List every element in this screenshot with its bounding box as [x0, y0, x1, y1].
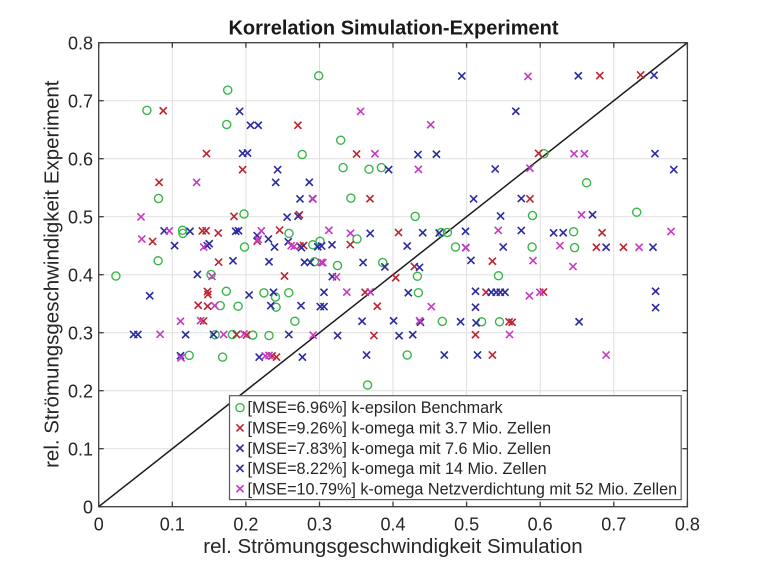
svg-text:0.4: 0.4 [380, 514, 405, 534]
svg-text:0.8: 0.8 [68, 33, 93, 53]
svg-text:0: 0 [94, 514, 104, 534]
svg-text:[MSE=7.83%] k-omega mit 7.6 Mi: [MSE=7.83%] k-omega mit 7.6 Mio. Zellen [248, 440, 552, 458]
svg-text:rel. Strömungsgeschwindigkeit: rel. Strömungsgeschwindigkeit Simulation [203, 535, 582, 558]
svg-text:0.2: 0.2 [68, 381, 93, 401]
svg-text:0.3: 0.3 [307, 514, 332, 534]
svg-text:0.4: 0.4 [68, 265, 93, 285]
svg-text:[MSE=10.79%] k-omega Netzverdi: [MSE=10.79%] k-omega Netzverdichtung mit… [248, 480, 678, 498]
svg-text:0.6: 0.6 [68, 149, 93, 169]
svg-text:Korrelation Simulation-Experim: Korrelation Simulation-Experiment [228, 17, 558, 39]
svg-text:0.5: 0.5 [68, 207, 93, 227]
svg-text:0: 0 [83, 497, 93, 517]
svg-text:0.8: 0.8 [675, 514, 700, 534]
svg-text:[MSE=6.96%] k-epsilon Benchmar: [MSE=6.96%] k-epsilon Benchmark [248, 399, 504, 417]
svg-text:[MSE=9.26%] k-omega mit 3.7 Mi: [MSE=9.26%] k-omega mit 3.7 Mio. Zellen [248, 420, 552, 438]
svg-text:0.2: 0.2 [233, 514, 258, 534]
svg-text:0.1: 0.1 [160, 514, 185, 534]
svg-text:0.1: 0.1 [68, 439, 93, 459]
svg-text:0.5: 0.5 [454, 514, 479, 534]
svg-text:0.3: 0.3 [68, 323, 93, 343]
svg-text:0.7: 0.7 [601, 514, 626, 534]
svg-text:0.6: 0.6 [528, 514, 553, 534]
svg-text:0.7: 0.7 [68, 91, 93, 111]
svg-text:rel. Strömungsgeschwindigkeit: rel. Strömungsgeschwindigkeit Experiment [41, 80, 64, 468]
svg-text:[MSE=8.22%] k-omega mit 14 Mio: [MSE=8.22%] k-omega mit 14 Mio. Zellen [248, 460, 547, 478]
